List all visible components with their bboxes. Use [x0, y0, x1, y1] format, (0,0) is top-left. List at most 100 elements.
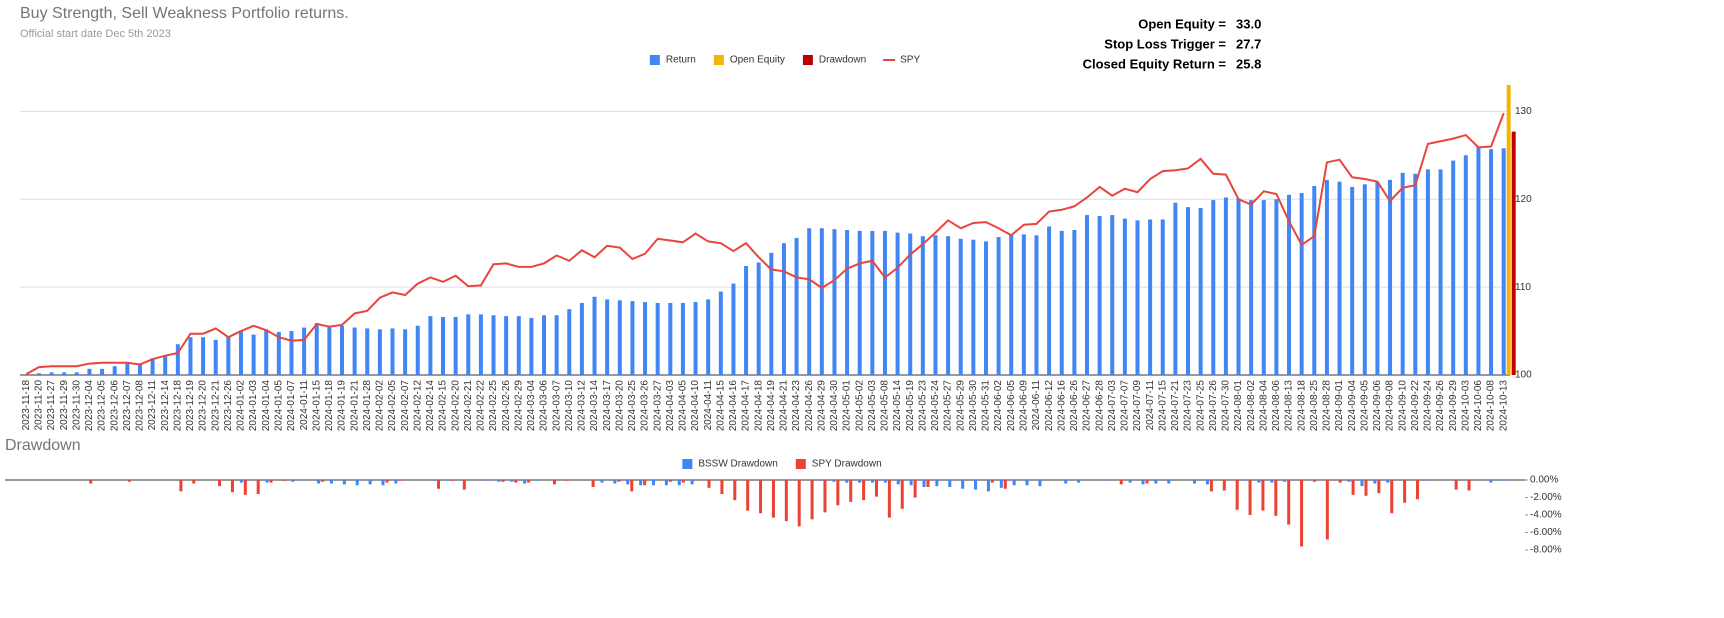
bar: [1351, 480, 1355, 495]
bar: [1337, 181, 1342, 375]
bar: [706, 299, 711, 375]
bar: [175, 344, 180, 375]
x-tick-label: 2024-09-24: [1423, 380, 1434, 432]
bar: [961, 480, 965, 489]
x-tick-label: 2024-01-11: [299, 380, 310, 431]
bar: [908, 233, 913, 375]
bar: [201, 337, 206, 375]
bar: [613, 480, 617, 484]
bar: [1038, 480, 1042, 487]
x-tick-label: 2024-05-23: [917, 380, 928, 432]
x-tick-label: 2024-09-29: [1448, 380, 1459, 432]
x-tick-label: 2024-02-22: [476, 380, 487, 432]
bar: [504, 316, 509, 375]
x-tick-label: 2024-08-28: [1322, 380, 1333, 432]
bar: [529, 317, 534, 375]
x-tick-label: 2024-05-03: [867, 380, 878, 432]
bar: [497, 480, 501, 482]
annotation-value: 25.8: [1236, 56, 1261, 71]
bar: [946, 236, 951, 375]
bar: [1511, 131, 1516, 375]
bar: [1064, 480, 1068, 484]
bar: [1141, 480, 1145, 485]
bar: [527, 480, 531, 483]
x-tick-label: 2024-06-09: [1018, 380, 1029, 432]
bar: [276, 331, 281, 375]
bar: [1145, 480, 1149, 484]
bar: [971, 239, 976, 375]
x-tick-label: 2024-02-15: [438, 380, 449, 432]
bar: [668, 302, 673, 375]
bar: [681, 480, 685, 483]
chart-subtitle: Official start date Dec 5th 2023: [20, 28, 171, 40]
bar: [1148, 219, 1153, 375]
bar: [926, 480, 930, 487]
bar: [1416, 480, 1420, 500]
bar: [342, 480, 346, 485]
x-tick-label: 2024-10-03: [1460, 380, 1471, 432]
annotation-label: Open Equity =: [1138, 16, 1226, 31]
bar: [1244, 480, 1248, 481]
x-tick-label: 2024-07-23: [1183, 380, 1194, 432]
bar: [832, 229, 837, 375]
bar: [437, 480, 441, 489]
bar: [1375, 182, 1380, 375]
bar: [731, 283, 736, 375]
x-tick-label: 2024-09-10: [1397, 380, 1408, 432]
x-tick-label: 2024-06-11: [1031, 380, 1042, 431]
bar: [617, 300, 622, 375]
y-tick-label: -2.00%: [1530, 492, 1562, 503]
bar: [600, 480, 604, 483]
x-tick-label: 2024-06-12: [1044, 380, 1055, 432]
bar: [390, 328, 395, 375]
bar: [1047, 226, 1052, 375]
x-tick-label: 2024-04-18: [753, 380, 764, 432]
bar: [1350, 186, 1355, 375]
legend-swatch: [802, 55, 813, 65]
x-tick-label: 2023-11-30: [71, 380, 82, 431]
bar: [1261, 200, 1266, 375]
x-tick-label: 2024-05-29: [955, 380, 966, 432]
bar: [89, 480, 93, 484]
bar: [639, 480, 643, 486]
bar: [845, 480, 849, 483]
bar: [630, 480, 634, 492]
annotation-value: 27.7: [1236, 36, 1261, 51]
x-tick-label: 2024-07-26: [1208, 380, 1219, 432]
x-tick-label: 2024-03-27: [652, 380, 663, 432]
bar: [1235, 480, 1239, 510]
x-tick-label: 2024-08-04: [1258, 380, 1269, 432]
x-tick-label: 2024-02-20: [450, 380, 461, 432]
bar: [478, 314, 483, 375]
bar: [643, 302, 648, 375]
bar: [36, 373, 41, 375]
x-tick-label: 2024-02-05: [387, 380, 398, 432]
bar: [677, 480, 681, 486]
bar: [62, 372, 67, 375]
bar: [579, 302, 584, 375]
x-tick-label: 2024-09-22: [1410, 380, 1421, 432]
x-tick-label: 2024-04-21: [779, 380, 790, 432]
bar: [1364, 480, 1368, 496]
y-tick-label: -8.00%: [1530, 545, 1562, 556]
x-tick-label: 2024-05-19: [905, 380, 916, 432]
bar: [1198, 208, 1203, 375]
bar: [466, 314, 471, 375]
bar: [1454, 480, 1458, 490]
bar: [415, 325, 420, 375]
bar: [1312, 480, 1316, 482]
bar: [179, 480, 183, 492]
bar: [810, 480, 814, 520]
bar: [983, 241, 988, 375]
x-tick-label: 2024-07-03: [1107, 380, 1118, 432]
y-tick-label: 110: [1515, 282, 1531, 293]
bar: [1059, 230, 1064, 375]
bar: [832, 480, 836, 482]
bar: [87, 368, 92, 375]
x-tick-label: 2024-08-25: [1309, 380, 1320, 432]
bar: [849, 480, 853, 502]
bar: [836, 480, 840, 506]
bar: [617, 480, 621, 482]
bar: [1021, 234, 1026, 375]
legend-swatch: [649, 55, 660, 65]
